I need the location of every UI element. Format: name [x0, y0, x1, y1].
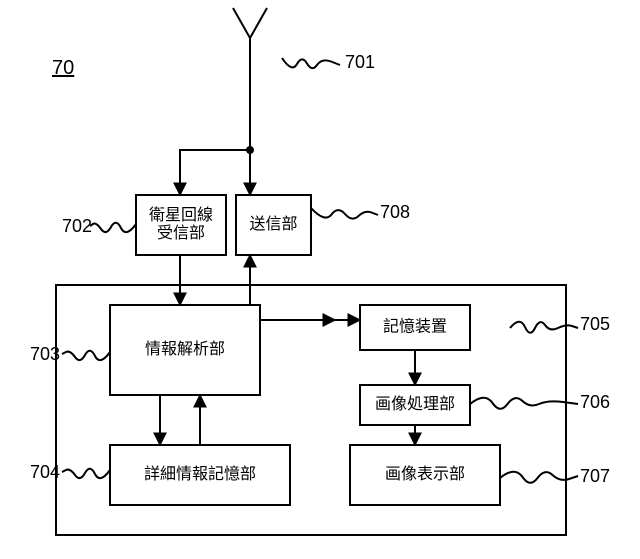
node-analyzer-label: 情報解析部: [145, 340, 225, 358]
ref-702: 702: [62, 216, 92, 236]
node-image_proc: 画像処理部: [360, 385, 470, 425]
node-satellite_rx: 衛星回線受信部: [136, 195, 226, 255]
node-tx-label: 送信部: [249, 215, 297, 233]
node-detail_store: 詳細情報記憶部: [110, 445, 290, 505]
ref-705: 705: [580, 314, 610, 334]
leader-708: [311, 208, 378, 219]
node-storage-label: 記憶装置: [383, 318, 447, 336]
node-satellite_rx-label: 受信部: [157, 224, 205, 242]
leader-706: [470, 398, 578, 409]
ref-701: 701: [345, 52, 375, 72]
leader-705: [510, 322, 578, 333]
node-storage: 記憶装置: [360, 305, 470, 350]
ref-708: 708: [380, 202, 410, 222]
ref-704: 704: [30, 462, 60, 482]
ref-703: 703: [30, 344, 60, 364]
ref-707: 707: [580, 466, 610, 486]
leader-701: [282, 58, 340, 68]
leader-703: [62, 351, 110, 360]
node-analyzer: 情報解析部: [110, 305, 260, 395]
figure-label: 70: [52, 57, 74, 79]
processing-container: [56, 285, 566, 535]
node-image_proc-label: 画像処理部: [375, 395, 455, 413]
node-detail_store-label: 詳細情報記憶部: [144, 465, 256, 483]
ref-706: 706: [580, 392, 610, 412]
node-satellite_rx-label: 衛星回線: [149, 206, 213, 224]
leader-702: [90, 223, 136, 232]
node-tx: 送信部: [236, 195, 311, 255]
edge-junction-to-satrx: [180, 150, 250, 195]
node-image_disp: 画像表示部: [350, 445, 500, 505]
leader-704: [62, 469, 110, 478]
node-image_disp-label: 画像表示部: [385, 465, 465, 483]
